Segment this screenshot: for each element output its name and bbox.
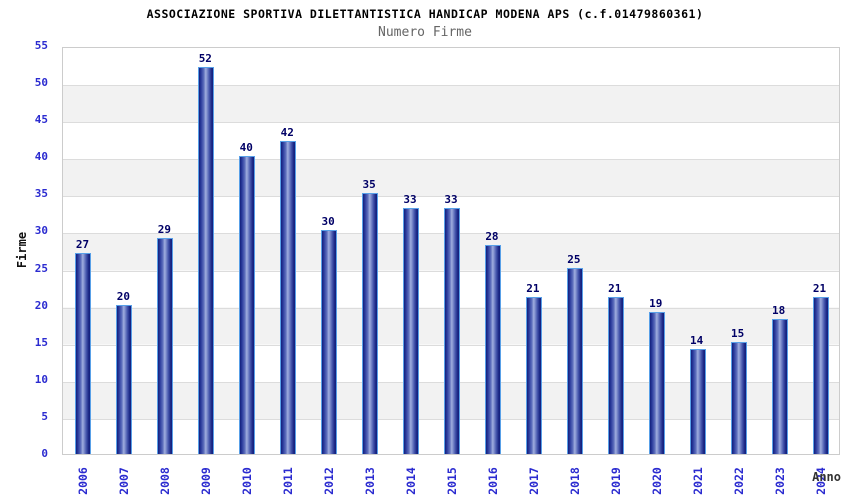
y-axis-title: Firme: [15, 231, 29, 269]
plot-area: [62, 47, 840, 455]
x-tick-label-2015: 2015: [445, 467, 459, 495]
y-tick-label-45: 45: [34, 113, 48, 127]
y-tick-label-40: 40: [34, 150, 48, 164]
x-tick-label-2007: 2007: [117, 467, 132, 495]
value-label-2007: 20: [116, 289, 131, 303]
x-tick-label-2010: 2010: [240, 467, 255, 495]
bar-2011: [280, 141, 297, 454]
value-label-2011: 42: [280, 126, 294, 140]
y-tick-label-20: 20: [34, 298, 48, 312]
value-label-2023: 18: [771, 304, 786, 318]
x-tick-label-2022: 2022: [731, 467, 746, 495]
value-label-2016: 28: [485, 230, 499, 244]
value-label-2010: 40: [239, 141, 253, 155]
value-label-2014: 33: [403, 193, 417, 207]
bar-2024: [812, 297, 829, 454]
bar-2019: [607, 297, 624, 454]
bar-2021: [689, 349, 706, 454]
x-tick-label-2011: 2011: [281, 467, 296, 495]
value-label-2019: 21: [608, 282, 622, 296]
x-tick-label-2016: 2016: [485, 467, 500, 495]
x-tick-label-2021: 2021: [690, 467, 705, 495]
x-tick-label-2013: 2013: [363, 467, 378, 495]
x-tick-label-2023: 2023: [772, 467, 787, 495]
x-tick-label-2019: 2019: [608, 467, 623, 495]
gridline-y50: [63, 85, 839, 87]
value-label-2018: 25: [567, 252, 581, 266]
x-tick-label-2018: 2018: [567, 467, 582, 495]
value-label-2017: 21: [526, 282, 540, 296]
gridline-y35: [63, 196, 839, 198]
bar-2022: [730, 341, 747, 454]
bar-2015: [444, 208, 460, 454]
x-axis-title: Anno: [812, 470, 841, 484]
value-label-2008: 29: [157, 222, 171, 236]
gridline-y40: [63, 159, 839, 161]
bar-2016: [484, 245, 501, 454]
value-label-2022: 15: [731, 326, 745, 340]
value-label-2015: 33: [444, 193, 458, 207]
value-label-2020: 19: [649, 297, 663, 311]
bar-2006: [75, 252, 92, 454]
y-tick-label-10: 10: [34, 372, 48, 386]
y-tick-label-30: 30: [34, 224, 48, 238]
y-tick-label-50: 50: [34, 76, 48, 90]
bar-2017: [525, 297, 542, 454]
value-label-2024: 21: [812, 282, 827, 296]
x-tick-label-2014: 2014: [404, 467, 419, 495]
y-tick-label-15: 15: [34, 335, 48, 349]
bar-2018: [566, 267, 583, 454]
chart-subtitle: Numero Firme: [378, 25, 472, 40]
bar-2009: [198, 67, 215, 454]
y-tick-label-25: 25: [34, 261, 48, 275]
x-tick-label-2009: 2009: [199, 467, 214, 495]
bar-2008: [157, 237, 174, 454]
x-tick-label-2020: 2020: [649, 467, 664, 495]
gridline-y45: [63, 122, 839, 124]
bar-2020: [648, 312, 665, 454]
value-label-2021: 14: [690, 334, 704, 348]
bar-2023: [771, 319, 788, 454]
x-tick-label-2012: 2012: [322, 467, 337, 495]
y-tick-label-35: 35: [34, 187, 48, 201]
x-tick-label-2017: 2017: [526, 467, 541, 495]
x-tick-label-2006: 2006: [76, 467, 91, 495]
chart-title: ASSOCIAZIONE SPORTIVA DILETTANTISTICA HA…: [146, 7, 704, 21]
value-label-2013: 35: [362, 178, 376, 192]
y-tick-label-55: 55: [34, 39, 48, 52]
bar-2013: [362, 193, 379, 454]
bar-2014: [403, 208, 420, 454]
value-label-2012: 30: [321, 215, 335, 229]
bar-2010: [239, 156, 256, 454]
x-tick-label-2008: 2008: [158, 467, 173, 495]
bar-2012: [321, 230, 338, 454]
value-label-2006: 27: [75, 237, 90, 251]
value-label-2009: 52: [198, 52, 212, 66]
y-tick-label-5: 5: [41, 409, 48, 423]
y-tick-label-0: 0: [41, 447, 48, 460]
bar-2007: [116, 304, 133, 454]
